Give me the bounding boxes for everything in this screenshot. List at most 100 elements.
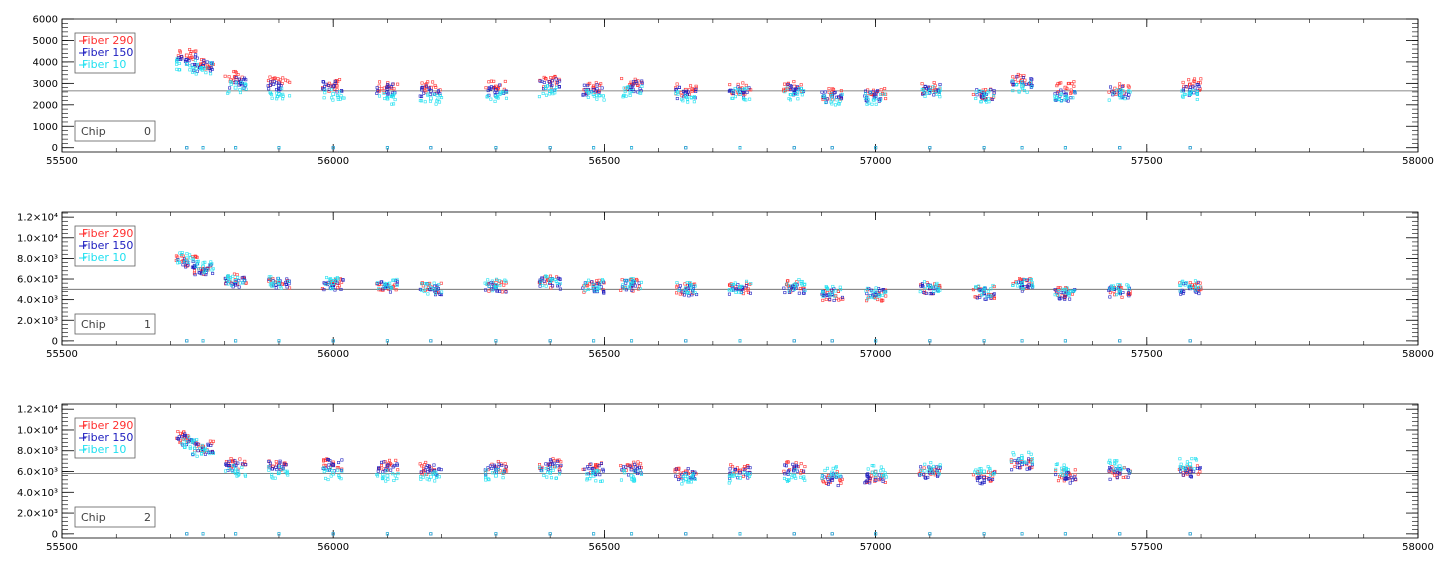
scatter-point [342,96,346,100]
scatter-point [175,62,179,66]
scatter-point [203,260,207,264]
zero-point [830,146,834,150]
scatter-point [734,290,738,294]
scatter-point [427,87,431,91]
scatter-point [337,461,341,465]
scatter-point [1016,284,1020,288]
scatter-point [437,475,441,479]
zero-point [792,339,796,343]
scatter-point [988,468,992,472]
scatter-point [197,267,201,271]
scatter-point [633,284,637,288]
scatter-point [1196,467,1200,471]
scatter-point [487,86,491,90]
scatter-point [426,464,430,468]
scatter-point [592,94,596,98]
scatter-point [174,258,178,262]
y-tick-label: 6000 [33,15,58,26]
scatter-point [187,59,191,63]
scatter-point [985,100,989,104]
scatter-point [873,93,877,97]
scatter-point [639,462,643,466]
scatter-point [234,81,238,85]
zero-point [792,146,796,150]
scatter-point [677,287,681,291]
scatter-point [224,469,228,473]
scatter-point [783,463,787,467]
scatter-point [1193,77,1197,81]
scatter-point [919,465,923,469]
scatter-point [1181,465,1185,469]
scatter-point [597,285,601,289]
scatter-point [209,66,213,70]
scatter-point [336,277,340,281]
scatter-point [193,269,197,273]
scatter-point [802,291,806,295]
scatter-point [828,294,832,298]
scatter-point [595,286,599,290]
zero-point [830,339,834,343]
scatter-point [178,439,182,443]
scatter-point [1054,463,1058,467]
scatter-point [421,475,425,479]
scatter-point [181,263,185,267]
scatter-point [1113,473,1117,477]
scatter-point [238,457,242,461]
scatter-point [188,68,192,72]
scatter-point [557,77,561,81]
scatter-point [594,479,598,483]
scatter-point [835,98,839,102]
scatter-point [268,75,272,79]
scatter-point [782,469,786,473]
data-point-fiber-290 [184,53,189,58]
scatter-point [1116,470,1120,474]
scatter-point [202,59,206,63]
data-point-fiber-150 [1188,469,1193,474]
zero-point [1118,339,1122,343]
scatter-point [677,478,681,482]
scatter-point [786,279,790,283]
zero-point [792,339,796,343]
scatter-point [630,283,634,287]
scatter-point [581,286,585,290]
scatter-point [1196,83,1200,87]
scatter-point [987,89,991,93]
scatter-point [329,474,333,478]
scatter-point [802,475,806,479]
scatter-point [484,288,488,292]
zero-point [429,146,433,150]
zero-point [1020,146,1024,150]
scatter-point [802,283,806,287]
zero-point [1063,146,1067,150]
scatter-point [638,287,642,291]
scatter-point [440,290,444,294]
scatter-point [203,452,207,456]
scatter-point [825,293,829,297]
scatter-point [626,86,630,90]
scatter-point [631,83,635,87]
scatter-point [637,284,641,288]
scatter-point [794,461,798,465]
scatter-point [749,282,753,286]
scatter-point [388,458,392,462]
scatter-point [1197,292,1201,296]
zero-point [684,146,688,150]
scatter-point [802,89,806,93]
zero-point [928,146,932,150]
scatter-point [1072,289,1076,293]
scatter-point [391,82,395,86]
zero-point [548,532,552,536]
scatter-point [230,283,234,287]
scatter-point [238,281,242,285]
scatter-point [788,284,792,288]
scatter-point [276,77,280,81]
scatter-point [735,473,739,477]
scatter-point [789,93,793,97]
scatter-point [377,94,381,98]
x-tick-label: 57500 [1131,156,1163,167]
scatter-point [375,281,379,285]
scatter-point [382,86,386,90]
scatter-point [206,268,210,272]
scatter-point [595,282,599,286]
